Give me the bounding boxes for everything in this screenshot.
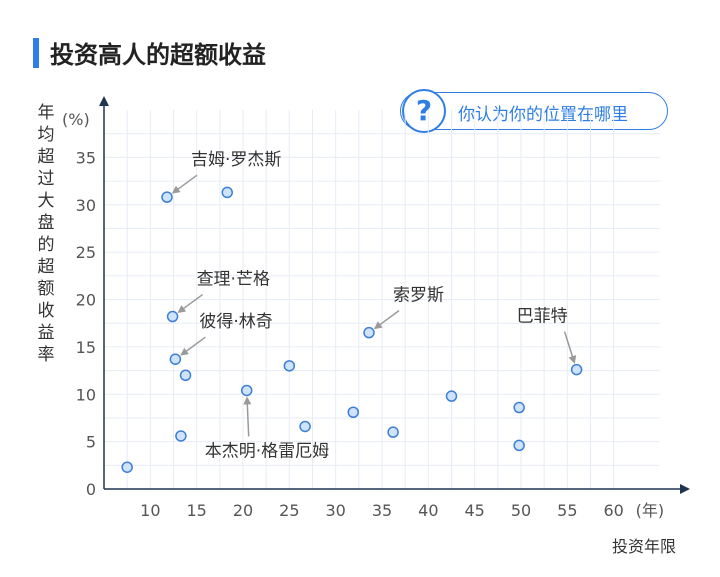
data-point <box>299 420 311 433</box>
annotation-arrow <box>180 336 206 356</box>
annotation-arrow <box>177 293 204 314</box>
data-point <box>240 384 253 397</box>
y-tick-label: 5 <box>86 433 96 452</box>
x-tick-label: 55 <box>557 501 577 520</box>
annotation-arrow <box>373 310 400 330</box>
data-point <box>387 426 399 438</box>
x-tick-label: 50 <box>511 501 531 520</box>
title-accent-bar <box>33 38 39 68</box>
data-point <box>513 439 525 452</box>
x-tick-label: 20 <box>233 501 253 520</box>
y-axis-unit: (%) <box>62 110 90 129</box>
x-axis-unit: (年) <box>636 501 665 520</box>
x-tick-label: 25 <box>279 501 299 520</box>
x-tick-label: 60 <box>603 501 623 520</box>
annotation-label: 查理·芒格 <box>197 270 270 290</box>
data-point <box>363 326 375 339</box>
data-point <box>161 191 173 203</box>
page-title: 投资高人的超额收益 <box>50 41 266 69</box>
x-axis-label: 投资年限 <box>612 537 677 556</box>
y-tick-label: 10 <box>76 385 96 404</box>
y-tick-label: 15 <box>76 338 96 357</box>
x-tick-label: 30 <box>325 501 345 520</box>
annotation-arrow <box>243 396 252 437</box>
data-point <box>445 390 458 402</box>
annotation-label: 彼得·林奇 <box>199 312 272 332</box>
callout-text: 你认为你的位置在哪里 <box>458 105 628 125</box>
x-tick-label: 10 <box>140 501 160 520</box>
y-axis-label: 年均超过大盘的超额收益率 <box>37 103 55 365</box>
data-point <box>347 406 360 419</box>
x-tick-label: 45 <box>464 501 484 520</box>
data-point <box>121 461 133 473</box>
x-tick-label: 35 <box>372 501 392 520</box>
y-tick-label: 30 <box>76 196 96 215</box>
data-point <box>179 369 192 382</box>
data-point <box>169 353 182 365</box>
annotation-label: 索罗斯 <box>393 286 444 306</box>
annotation-label: 吉姆·罗杰斯 <box>191 150 281 170</box>
y-tick-label: 35 <box>76 148 96 167</box>
data-point <box>221 186 233 199</box>
data-point <box>166 310 179 323</box>
annotation-arrow <box>171 174 198 194</box>
y-tick-label: 0 <box>86 480 96 499</box>
y-tick-label: 20 <box>76 291 96 310</box>
annotation-label: 本杰明·格雷厄姆 <box>205 441 329 461</box>
annotation-label: 巴菲特 <box>517 307 568 327</box>
x-tick-label: 40 <box>418 501 438 520</box>
data-point <box>175 430 187 442</box>
data-point <box>513 401 525 414</box>
data-point <box>570 363 583 376</box>
data-point <box>283 360 296 372</box>
x-tick-label: 15 <box>186 501 206 520</box>
annotation-arrow <box>563 331 577 364</box>
y-tick-label: 25 <box>76 243 96 262</box>
